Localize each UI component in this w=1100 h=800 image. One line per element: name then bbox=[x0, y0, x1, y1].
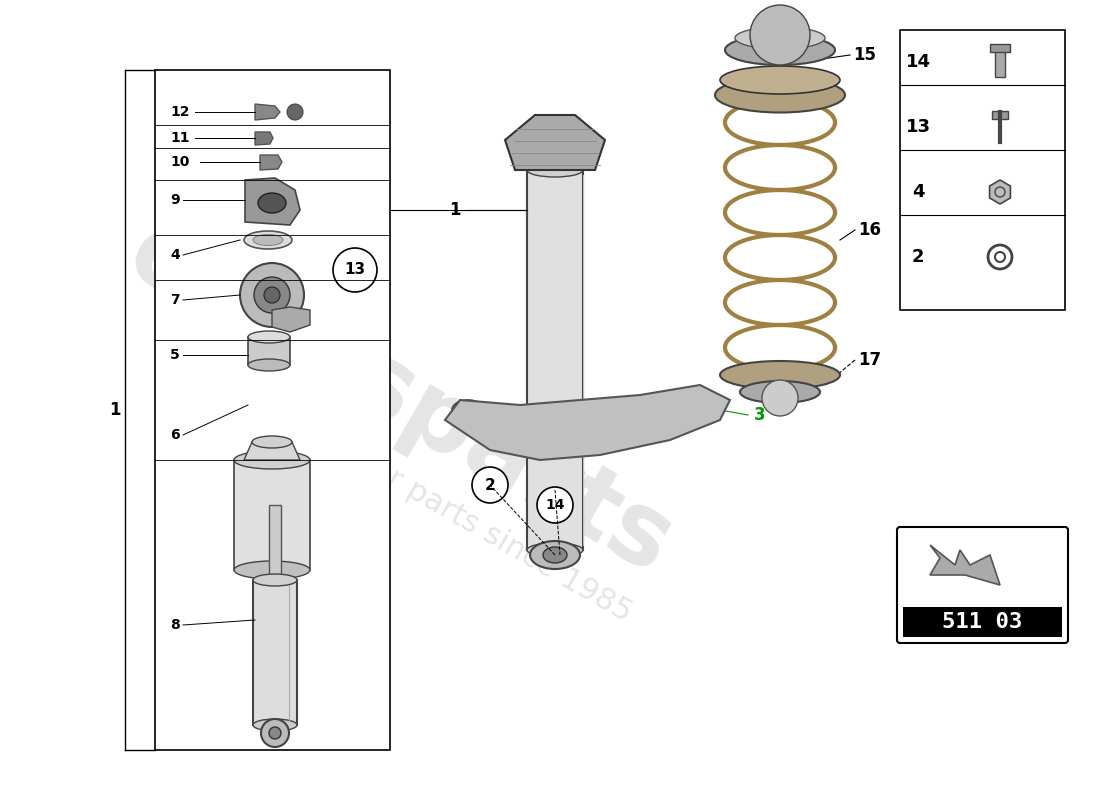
Bar bbox=[253, 580, 297, 725]
Bar bbox=[547, 170, 563, 370]
Ellipse shape bbox=[725, 35, 835, 65]
Text: 12: 12 bbox=[170, 105, 189, 119]
Text: 511 03: 511 03 bbox=[943, 612, 1023, 632]
Circle shape bbox=[762, 380, 798, 416]
Bar bbox=[992, 111, 1008, 119]
Circle shape bbox=[261, 719, 289, 747]
Bar bbox=[270, 505, 280, 580]
Ellipse shape bbox=[253, 234, 283, 246]
Text: 13: 13 bbox=[344, 262, 365, 278]
Ellipse shape bbox=[258, 193, 286, 213]
Text: 10: 10 bbox=[170, 155, 189, 169]
Polygon shape bbox=[930, 545, 1000, 585]
Ellipse shape bbox=[715, 78, 845, 113]
Ellipse shape bbox=[547, 423, 563, 433]
Text: a passion for parts since 1985: a passion for parts since 1985 bbox=[223, 372, 637, 628]
Circle shape bbox=[287, 104, 303, 120]
Ellipse shape bbox=[234, 451, 310, 469]
Bar bbox=[900, 30, 1065, 310]
Ellipse shape bbox=[539, 418, 571, 438]
Ellipse shape bbox=[248, 331, 290, 343]
Polygon shape bbox=[505, 115, 605, 170]
Text: 2: 2 bbox=[912, 248, 924, 266]
Text: 17: 17 bbox=[858, 351, 881, 369]
Text: 3: 3 bbox=[755, 406, 766, 424]
Ellipse shape bbox=[460, 405, 476, 415]
Text: 6: 6 bbox=[170, 428, 179, 442]
Text: 7: 7 bbox=[170, 293, 179, 307]
Bar bbox=[990, 44, 1010, 52]
Polygon shape bbox=[990, 180, 1011, 204]
Ellipse shape bbox=[452, 400, 484, 420]
Text: 8: 8 bbox=[170, 618, 179, 632]
Ellipse shape bbox=[252, 436, 292, 448]
Text: 11: 11 bbox=[170, 131, 189, 145]
Ellipse shape bbox=[527, 543, 583, 557]
Text: 13: 13 bbox=[905, 118, 931, 136]
Ellipse shape bbox=[720, 361, 840, 389]
Ellipse shape bbox=[674, 400, 706, 420]
Circle shape bbox=[240, 263, 304, 327]
Polygon shape bbox=[255, 132, 273, 145]
Ellipse shape bbox=[234, 561, 310, 579]
Circle shape bbox=[750, 5, 810, 65]
Text: 9: 9 bbox=[170, 193, 179, 207]
Ellipse shape bbox=[527, 163, 583, 177]
Polygon shape bbox=[255, 104, 280, 120]
Circle shape bbox=[264, 287, 280, 303]
Ellipse shape bbox=[720, 66, 840, 94]
Ellipse shape bbox=[253, 574, 297, 586]
Ellipse shape bbox=[530, 541, 580, 569]
Circle shape bbox=[270, 727, 280, 739]
Bar bbox=[996, 47, 1005, 77]
Bar bbox=[234, 460, 310, 570]
Polygon shape bbox=[446, 385, 730, 460]
Circle shape bbox=[333, 248, 377, 292]
Bar bbox=[527, 170, 583, 550]
Ellipse shape bbox=[543, 547, 566, 563]
Text: 14: 14 bbox=[905, 53, 931, 71]
Polygon shape bbox=[244, 442, 300, 460]
Ellipse shape bbox=[682, 405, 698, 415]
FancyBboxPatch shape bbox=[896, 527, 1068, 643]
Text: 1: 1 bbox=[449, 201, 461, 219]
Circle shape bbox=[472, 467, 508, 503]
Bar bbox=[248, 337, 290, 365]
Text: 16: 16 bbox=[858, 221, 881, 239]
Text: eurosparts: eurosparts bbox=[111, 205, 690, 595]
Text: 2: 2 bbox=[485, 478, 495, 493]
Polygon shape bbox=[260, 155, 282, 170]
Ellipse shape bbox=[248, 359, 290, 371]
Bar bbox=[155, 70, 390, 750]
Ellipse shape bbox=[740, 381, 820, 403]
Text: 14: 14 bbox=[546, 498, 564, 512]
Ellipse shape bbox=[244, 231, 292, 249]
Ellipse shape bbox=[735, 27, 825, 49]
Circle shape bbox=[537, 487, 573, 523]
Text: 4: 4 bbox=[170, 248, 179, 262]
Circle shape bbox=[254, 277, 290, 313]
Polygon shape bbox=[245, 178, 300, 225]
Bar bbox=[903, 607, 1062, 637]
Text: 1: 1 bbox=[109, 401, 121, 419]
Text: 4: 4 bbox=[912, 183, 924, 201]
Ellipse shape bbox=[253, 719, 297, 731]
Polygon shape bbox=[272, 307, 310, 332]
Text: 5: 5 bbox=[170, 348, 179, 362]
Text: 15: 15 bbox=[854, 46, 877, 64]
